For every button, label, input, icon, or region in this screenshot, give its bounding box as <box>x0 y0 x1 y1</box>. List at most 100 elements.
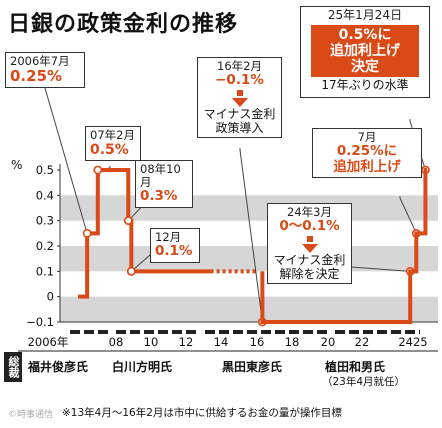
callout-text: 解除を決定 <box>279 266 340 281</box>
callout-text: マイナス金利 <box>273 252 346 267</box>
timeline-dash <box>233 330 243 334</box>
timeline-dash <box>98 330 108 334</box>
y-tick-label: 0.4 <box>36 188 54 202</box>
y-tick-label: 0 <box>47 290 54 304</box>
timeline-dash <box>261 330 271 334</box>
timeline-dash <box>405 330 415 334</box>
series-line <box>78 168 211 299</box>
callout-value: 0.25% <box>10 67 63 86</box>
governor-ueda-note: （23年4月就任） <box>322 376 406 388</box>
callout-value: −0.1% <box>215 72 264 89</box>
timeline-dash <box>391 330 401 334</box>
y-tick-label: 0.1 <box>36 264 54 278</box>
governor-kuroda: 黒田東彦氏 <box>222 360 283 374</box>
timeline-dash <box>205 330 215 334</box>
x-tick-label: 14 <box>214 335 229 349</box>
callout-value: 追加利上げ <box>333 158 401 175</box>
arrow-stem <box>236 89 243 96</box>
y-unit-label: % <box>11 158 23 172</box>
callout-date: 2006年7月 <box>10 54 70 68</box>
callout-date: 16年2月 <box>217 59 262 73</box>
footnote: ※13年4月〜16年2月は市中に供給するお金の量が操作目標 <box>62 407 342 419</box>
governor-fukui: 福井俊彦氏 <box>28 360 89 374</box>
arrow-stem <box>306 235 313 242</box>
callout-value: 0.1% <box>155 243 193 260</box>
callout-2006-07: 2006年7月 0.25% <box>5 52 85 89</box>
callout-connector <box>399 196 417 234</box>
y-tick-label: 0.3 <box>36 214 54 228</box>
callout-date: 25年1月24日 <box>327 8 403 22</box>
series-point <box>82 228 92 238</box>
timeline-dash <box>275 330 285 334</box>
highlight-line: 追加利上げ <box>330 42 400 59</box>
series-point <box>123 216 133 226</box>
down-arrow-icon <box>231 97 248 107</box>
timeline-dash <box>303 330 313 334</box>
callout-date: 7月 <box>357 130 377 144</box>
timeline-dash <box>116 330 126 334</box>
callout-date: 08年10月 <box>140 162 181 190</box>
timeline-dash <box>130 330 140 334</box>
page-title: 日銀の政策金利の推移 <box>8 12 239 37</box>
x-tick-label: 20 <box>321 335 336 349</box>
x-tick-label: 08 <box>109 335 124 349</box>
timeline-dash <box>377 330 387 334</box>
callout-value: 0.5% <box>90 142 129 159</box>
callout-date: 07年2月 <box>90 128 135 142</box>
callout-note: 17年ぶりの水準 <box>321 78 409 93</box>
highlight-box: 0.5%に 追加利上げ 決定 <box>311 24 419 78</box>
callout-2008-12: 12月 0.1% <box>150 228 200 263</box>
callout-value: 0〜0.1% <box>279 218 340 235</box>
down-arrow-icon <box>301 243 318 253</box>
timeline-dash <box>186 330 196 334</box>
chart-bands <box>60 195 438 322</box>
callout-2008-10: 08年10月 0.3% <box>135 160 193 208</box>
y-tick-labels: 0.5 0.4 0.3 0.2 0.1 0 −0.1 <box>26 163 60 329</box>
timeline-dash <box>289 330 299 334</box>
y-tick-label: 0.5 <box>36 163 54 177</box>
x-tick-labels: 2006年 08 10 12 14 16 18 20 22 2425 <box>28 335 428 349</box>
callout-2007-02: 07年2月 0.5% <box>85 126 141 162</box>
timeline-dash <box>419 330 420 334</box>
timeline-dash <box>247 330 257 334</box>
timeline-dash <box>317 330 327 334</box>
x-tick-label: 22 <box>355 335 370 349</box>
timeline-dash <box>219 330 229 334</box>
callout-text: マイナス金利 <box>203 106 276 121</box>
series-point <box>93 165 103 175</box>
timeline-dash <box>335 330 345 334</box>
grid-band <box>60 246 438 272</box>
callout-connector <box>239 148 263 323</box>
governor-ueda: 植田和男氏 <box>325 360 386 374</box>
callout-date: 24年3月 <box>287 205 332 219</box>
x-tick-label: 12 <box>179 335 194 349</box>
y-tick-label: −0.1 <box>26 315 54 329</box>
timeline-dash <box>70 330 80 334</box>
x-tick-label: 18 <box>285 335 300 349</box>
callout-text: 政策導入 <box>215 120 264 135</box>
timeline-dash <box>363 330 373 334</box>
callout-date: 12月 <box>155 230 182 244</box>
series-line-after <box>260 168 428 324</box>
timeline-dash <box>144 330 154 334</box>
callout-value: 0.3% <box>140 188 178 205</box>
x-tick-label: 16 <box>250 335 265 349</box>
highlight-line: 決定 <box>351 58 379 75</box>
credit-logo: ©時事通信 <box>8 410 54 420</box>
callout-2016-02: 16年2月 −0.1% マイナス金利 政策導入 <box>197 57 282 139</box>
timeline-dash <box>172 330 182 334</box>
callout-value: 0.25%に <box>336 143 398 160</box>
x-tick-label: 10 <box>144 335 159 349</box>
series-point <box>126 266 136 276</box>
governor-tag: 総裁 <box>4 352 22 382</box>
highlight-line: 0.5%に <box>338 26 392 43</box>
timeline-dash <box>158 330 168 334</box>
governor-timeline <box>18 330 438 352</box>
grid-band <box>60 296 438 322</box>
x-tick-label: 2425 <box>398 335 427 349</box>
x-tick-label: 2006年 <box>28 335 69 349</box>
timeline-dash <box>84 330 94 334</box>
governor-shirakawa: 白川方明氏 <box>112 360 173 374</box>
callout-2024-07: 7月 0.25%に 追加利上げ <box>312 128 422 179</box>
